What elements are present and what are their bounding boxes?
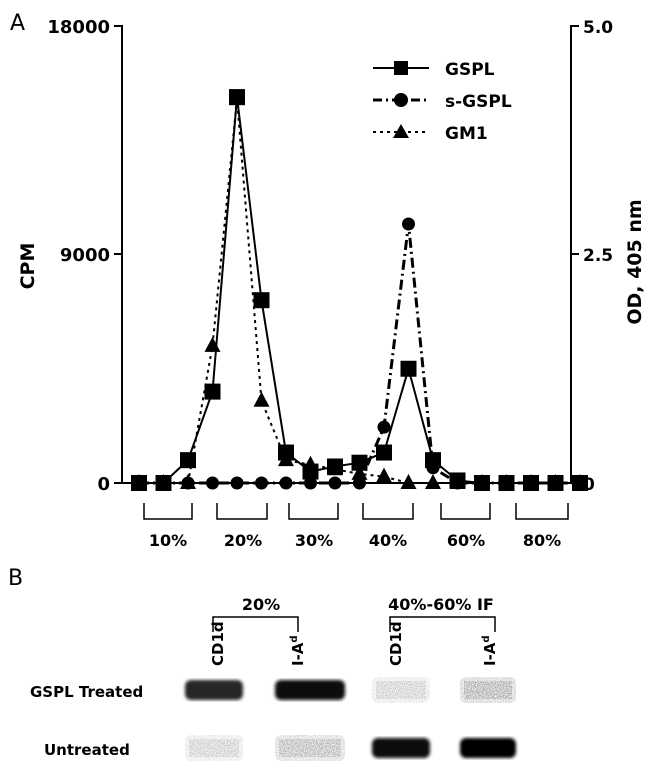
data-point-gspl [425, 452, 441, 469]
group-label: 20% [242, 595, 280, 614]
data-point-gm1 [425, 474, 441, 489]
gradient-label: 20% [224, 531, 262, 550]
bands-layer [185, 677, 516, 761]
data-point-s-gspl [402, 217, 415, 231]
row-label: GSPL Treated [30, 683, 143, 701]
data-point-s-gspl [304, 476, 317, 490]
data-point-gspl [474, 475, 490, 491]
blot-band [185, 735, 243, 761]
group-bracket [389, 616, 496, 632]
right-tick-label: 2.5 [583, 246, 613, 266]
lane-label: I-Ad [289, 635, 307, 666]
panel-b-letter: B [8, 566, 23, 591]
data-point-gspl [523, 475, 539, 491]
row-label: Untreated [44, 741, 130, 759]
blot-band [460, 677, 516, 703]
lane-label: I-Ad [481, 635, 499, 666]
left-tick-label: 9000 [60, 245, 110, 266]
group-label: 40%-60% IF [388, 595, 494, 614]
series-line-gm1 [139, 99, 580, 484]
series-line-s-gspl [139, 223, 580, 485]
gradient-label: 10% [149, 531, 187, 550]
data-point-gm1 [376, 467, 392, 483]
series-line-gspl [139, 96, 580, 484]
blot-band [185, 680, 243, 700]
blot-band [275, 735, 345, 761]
data-point-gspl [547, 475, 564, 491]
lane-label: CD1d [209, 621, 227, 666]
right-tick-label: 5.0 [583, 18, 613, 38]
data-point-s-gspl [230, 476, 244, 490]
gradient-brackets: 10% 20% 30% 40% 60% 80% [143, 503, 569, 550]
series-layer [131, 89, 588, 491]
data-point-gm1 [253, 391, 270, 407]
data-point-gm1 [204, 336, 221, 352]
data-point-gspl [278, 444, 294, 461]
panel-a-letter: A [10, 11, 25, 36]
data-point-gspl [204, 383, 221, 400]
data-point-gspl [180, 452, 196, 469]
legend-label: GM1 [445, 124, 488, 144]
data-point-gm1 [400, 474, 417, 489]
right-axis-title: OD, 405 nm [624, 199, 646, 324]
data-point-s-gspl [206, 476, 219, 490]
group-bracket [212, 616, 299, 632]
legend-marker-square-icon [394, 61, 408, 75]
data-point-gspl [229, 89, 245, 106]
data-point-s-gspl [255, 476, 268, 490]
data-point-gspl [498, 475, 515, 491]
blot-band [460, 738, 516, 758]
left-axis-title: CPM [17, 243, 39, 290]
gradient-label: 30% [295, 531, 333, 550]
chart-a: 18000 9000 0 5.0 2.5 0 CPM OD, 405 nm GS… [17, 17, 646, 550]
data-point-gspl [449, 472, 466, 489]
gradient-label: 80% [523, 531, 561, 550]
legend-label: GSPL [445, 60, 495, 80]
legend-label: s-GSPL [445, 92, 512, 112]
data-point-gspl [131, 475, 147, 491]
data-point-s-gspl [353, 476, 366, 490]
gradient-label: 40% [369, 531, 407, 550]
legend-marker-circle-icon [394, 93, 408, 107]
gradient-label: 60% [447, 531, 485, 550]
data-point-gspl [327, 458, 343, 475]
data-point-gspl [400, 360, 417, 377]
data-point-s-gspl [377, 420, 391, 434]
left-tick-label: 0 [97, 474, 110, 495]
blot-band [372, 738, 430, 758]
legend: GSPL s-GSPL GM1 [373, 60, 512, 144]
data-point-gspl [376, 444, 392, 461]
lane-label: CD1d [387, 621, 405, 666]
data-point-s-gspl [279, 476, 293, 490]
data-point-s-gspl [181, 476, 195, 490]
left-tick-label: 18000 [47, 17, 110, 38]
data-point-gspl [572, 475, 588, 491]
data-point-s-gspl [328, 476, 342, 490]
data-point-gspl [351, 454, 368, 471]
data-point-gspl [302, 463, 319, 480]
blot-band [275, 680, 345, 700]
data-point-gspl [253, 292, 270, 309]
legend-marker-triangle-icon [393, 124, 409, 138]
data-point-gspl [155, 475, 172, 491]
blot-band [372, 677, 430, 703]
data-point-gm1 [351, 464, 368, 480]
western-blot: 20% 40%-60% IF CD1d I-Ad CD1d I-Ad GSPL … [30, 595, 516, 761]
